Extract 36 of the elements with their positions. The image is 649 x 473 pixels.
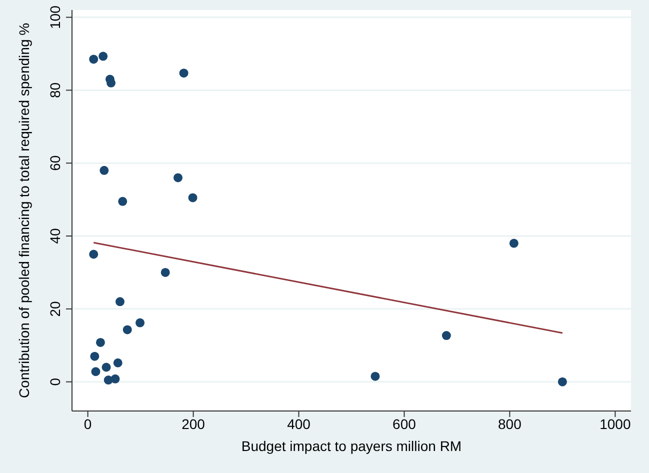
point xyxy=(179,68,188,78)
x-tick-label: 800 xyxy=(498,416,522,432)
point xyxy=(90,352,100,361)
point xyxy=(118,196,128,206)
point xyxy=(115,297,124,306)
x-tick-label: 1000 xyxy=(600,416,631,432)
y-tick-label: 0 xyxy=(47,378,63,386)
point xyxy=(370,372,380,381)
y-tick-label: 20 xyxy=(47,300,63,317)
point xyxy=(122,325,132,334)
x-tick-label: 0 xyxy=(84,416,92,432)
y-tick-label: 40 xyxy=(47,228,63,244)
point xyxy=(160,268,170,277)
point xyxy=(113,358,122,368)
point xyxy=(89,250,98,259)
point xyxy=(89,54,98,64)
point xyxy=(558,377,567,386)
point xyxy=(100,166,109,175)
x-tick-label: 200 xyxy=(182,416,206,432)
point xyxy=(98,52,108,61)
point xyxy=(102,362,111,372)
x-tick-label: 600 xyxy=(392,416,416,432)
point xyxy=(509,238,518,248)
point xyxy=(188,193,198,202)
x-tick-label: 400 xyxy=(287,416,311,432)
y-axis-title: Contribution of pooled financing to total required spending % xyxy=(16,22,32,398)
point xyxy=(442,331,451,340)
point xyxy=(96,338,105,347)
y-tick-label: 100 xyxy=(47,5,63,29)
point xyxy=(136,318,145,328)
y-tick-label: 80 xyxy=(47,82,63,98)
point xyxy=(91,367,100,376)
point xyxy=(110,374,120,384)
x-axis-title: Budget impact to payers million RM xyxy=(241,438,462,454)
point xyxy=(174,173,182,182)
y-tick-label: 60 xyxy=(47,155,63,171)
